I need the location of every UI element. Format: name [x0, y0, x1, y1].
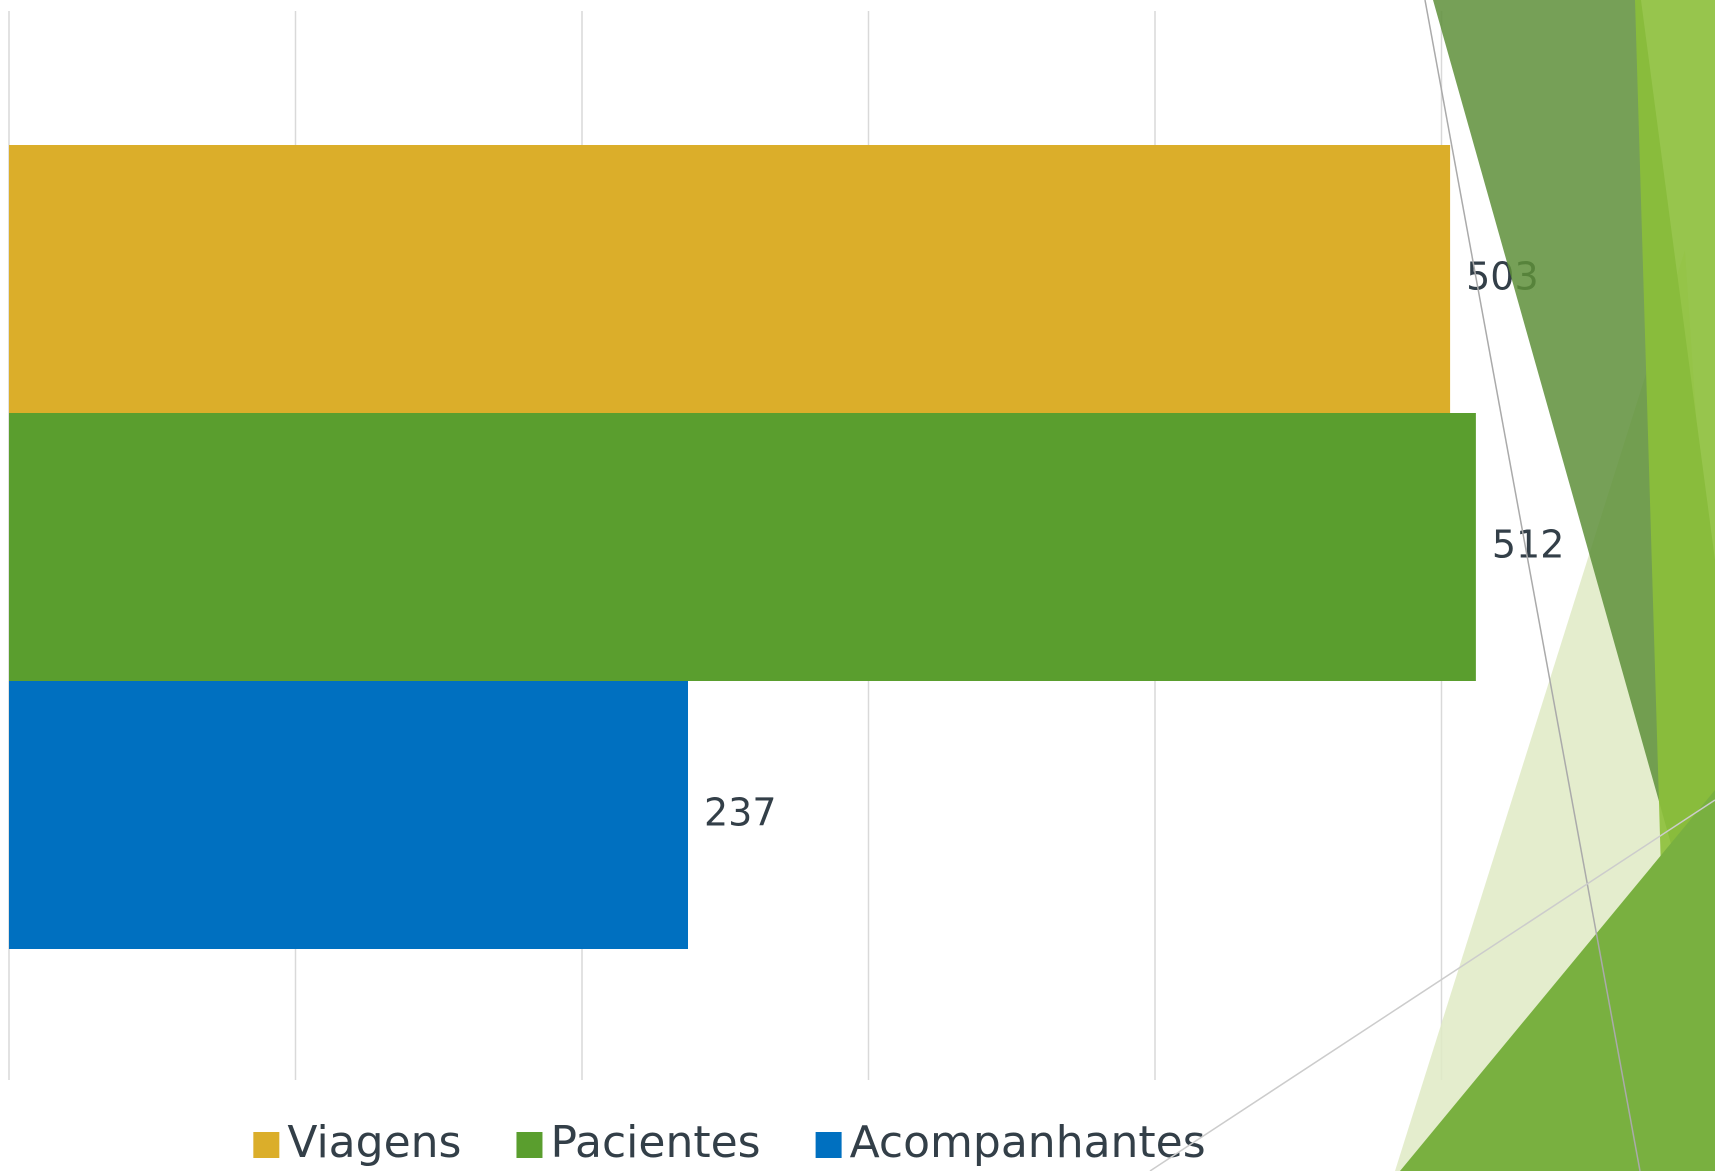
bar — [9, 145, 1450, 413]
legend: Viagens Pacientes Acompanhantes — [253, 1117, 1205, 1168]
page: {"chart_data": {"type": "bar", "orientat… — [0, 0, 1715, 1171]
legend-label: Viagens — [287, 1117, 461, 1168]
legend-swatch — [253, 1132, 279, 1158]
legend-swatch — [816, 1132, 842, 1158]
chart: 503512237ViagensPacientesAcompanhantes — [0, 0, 1715, 1171]
data-label: 237 — [704, 791, 777, 835]
legend-label: Acompanhantes — [850, 1117, 1206, 1168]
legend-swatch — [516, 1132, 542, 1158]
bar — [9, 413, 1476, 681]
legend-label: Pacientes — [550, 1117, 760, 1168]
bar — [9, 681, 688, 949]
